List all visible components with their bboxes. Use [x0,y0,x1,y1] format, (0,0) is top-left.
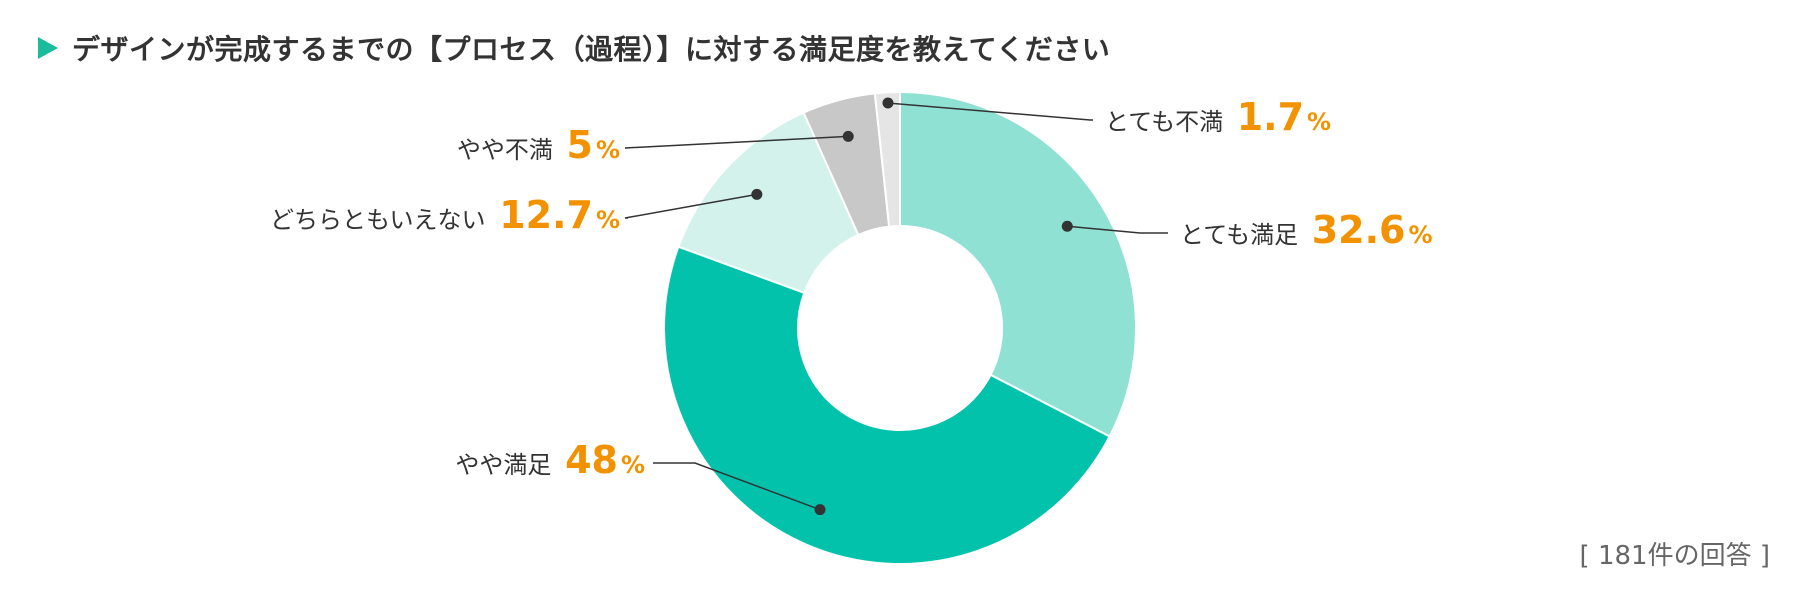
leader-dot-3 [842,130,854,142]
slice-name-1: やや満足 [455,451,559,479]
slice-2 [677,111,860,295]
slice-value-1: 48 [565,438,618,482]
slice-name-2: どちらともいえない [270,206,493,234]
slice-unit-0: % [1408,221,1432,249]
leader-dot-0 [1061,220,1073,232]
leader-lines [624,97,1168,516]
leader-line-0 [1067,225,1168,234]
chart-header: デザインが完成するまでの【プロセス（過程）】に対する満足度を教えてください [38,28,1110,68]
response-count: [ 181件の回答 ] [1579,541,1770,571]
slice-label-2: どちらともいえない 12.7% [270,193,620,237]
slice-4 [873,90,901,228]
slice-value-4: 1.7 [1237,95,1304,139]
slice-value-2: 12.7 [499,193,593,237]
slice-label-3: やや不満 5% [457,123,620,167]
leader-line-1 [653,462,821,511]
leader-dot-4 [882,97,894,109]
slice-value-3: 5 [567,123,593,167]
slice-unit-3: % [596,136,620,164]
slice-label-0: とても満足 32.6% [1180,208,1433,252]
leader-dot-2 [751,188,763,200]
leader-line-4 [887,102,1093,121]
slice-0 [899,90,1137,438]
leader-dot-1 [814,504,826,516]
slice-label-1: やや満足 48% [455,438,645,482]
play-triangle-icon [38,37,58,59]
slice-unit-2: % [596,206,620,234]
chart-title: デザインが完成するまでの【プロセス（過程）】に対する満足度を教えてください [72,33,1111,66]
slice-name-4: とても不満 [1105,108,1231,136]
leader-line-2 [624,193,757,219]
slice-unit-4: % [1307,108,1331,136]
leader-line-3 [624,135,849,149]
slice-name-3: やや不満 [457,136,561,164]
slice-unit-1: % [621,451,645,479]
slice-label-4: とても不満 1.7% [1105,95,1331,139]
slice-name-0: とても満足 [1180,221,1306,249]
donut-slices [663,90,1137,565]
slice-value-0: 32.6 [1312,208,1406,252]
slice-1 [663,245,1111,565]
slice-labels: とても満足 32.6 %やや満足 48 %どちらともいえない 12.7 %やや不満 5… [270,95,1433,482]
